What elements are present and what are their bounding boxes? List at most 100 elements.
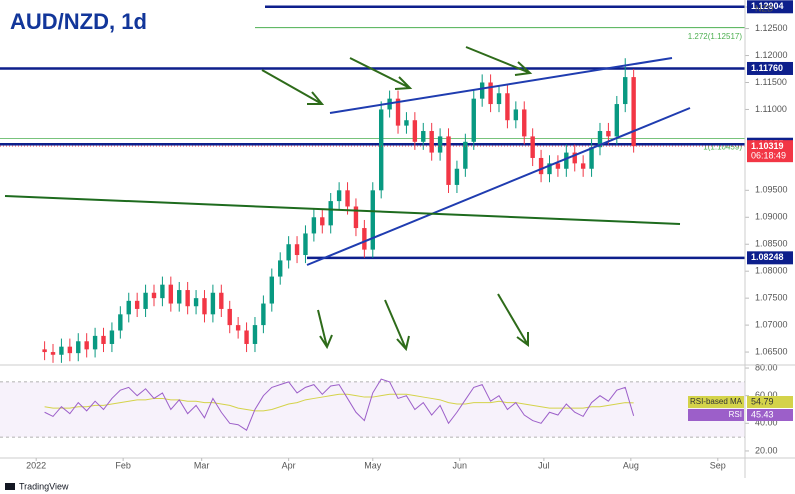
candle-body (151, 292, 157, 299)
candle-body (421, 131, 426, 142)
x-tick-label: Feb (115, 460, 131, 470)
x-tick-label: Sep (710, 460, 726, 470)
level-box (747, 61, 793, 75)
candle-body (92, 335, 98, 350)
candle-body (219, 292, 224, 309)
x-tick-label: 2022 (26, 460, 46, 470)
candle-body (320, 217, 325, 226)
y-tick-label: 1.12000 (755, 50, 788, 60)
candle-body (345, 190, 350, 207)
candle-body (522, 109, 527, 137)
candle-body (471, 98, 476, 142)
y-tick-label: 1.11000 (755, 104, 787, 114)
candle-body (109, 330, 115, 344)
value-box (747, 396, 793, 408)
x-tick-label: Apr (282, 460, 296, 470)
candle-body (631, 77, 636, 147)
candle-body (572, 152, 577, 164)
last-price-label: 1.10319 (751, 141, 784, 151)
arrow (349, 57, 413, 90)
fib-label: 1(1.10459) (703, 143, 742, 152)
y-tick-label: 1.07000 (755, 319, 788, 329)
candle-body (252, 325, 258, 344)
x-tick-label: Jun (452, 460, 467, 470)
chart-title: AUD/NZD, 1d (10, 9, 147, 34)
price-pane: 1.06500 1.07000 1.07500 1.08000 1.08500 1.090… (0, 0, 793, 363)
legend-name: RSI (729, 410, 742, 419)
candle-body (235, 325, 241, 331)
candle-body (126, 300, 131, 315)
candle-body (294, 244, 300, 256)
logo: TradingView (5, 481, 69, 491)
candle-body (76, 341, 81, 354)
logo-mark (5, 483, 15, 490)
candle-body (623, 77, 628, 105)
candle-body (101, 335, 106, 344)
legend-box (688, 409, 744, 421)
level-label: 1.08248 (751, 252, 784, 262)
candle-body (505, 93, 510, 121)
candle-body (488, 82, 493, 105)
trend-lines (306, 57, 691, 266)
candle-body (50, 352, 56, 355)
countdown: 06:18:49 (751, 151, 786, 161)
candle-body (118, 314, 123, 331)
candle-body (463, 141, 468, 169)
value-label: 45.43 (751, 409, 774, 419)
candle-body (597, 131, 603, 148)
candle-body (429, 131, 434, 153)
level-label: 1.12904 (751, 1, 784, 11)
candle-body (437, 136, 443, 153)
candle-body (278, 260, 283, 277)
candle-body (395, 98, 401, 126)
y-tick-label: 1.11500 (755, 77, 787, 87)
candle-body (328, 201, 333, 226)
support-line (4, 195, 681, 225)
y-tick-label: 1.09500 (755, 185, 788, 195)
value-box (747, 409, 793, 421)
candle-body (378, 109, 384, 191)
y-tick-label: 1.12500 (755, 23, 788, 33)
candle-body (227, 308, 232, 326)
x-tick-label: Mar (194, 460, 210, 470)
candle-body (42, 349, 47, 353)
arrow (465, 46, 533, 76)
arrow (261, 69, 325, 105)
candle-body (370, 190, 375, 250)
rsi-tick-label: 80.00 (755, 362, 778, 372)
rsi-tick-label: 40.00 (755, 418, 778, 428)
legend-name: RSI-based MA (690, 397, 743, 406)
candle-body (160, 284, 165, 299)
rsi-line (44, 378, 635, 431)
candle-body (564, 152, 569, 169)
rsi-band (0, 381, 745, 438)
candle-body (67, 346, 73, 354)
y-tick-label: 1.08000 (755, 266, 788, 276)
candle-body (530, 136, 535, 158)
candle-body (614, 104, 620, 137)
arrows (261, 46, 533, 352)
candle-body (513, 109, 519, 121)
candle-body (84, 341, 89, 350)
y-tick-label: 1.07500 (755, 293, 788, 303)
candle-body (143, 292, 148, 309)
legend-box (688, 396, 744, 408)
candle-body (303, 233, 308, 256)
candle-body (547, 163, 552, 175)
candle-body (311, 217, 317, 234)
candle-body (286, 244, 291, 261)
rsi-tick-label: 20.00 (755, 445, 778, 455)
candle-body (244, 330, 249, 344)
y-tick-label: 1.09000 (755, 212, 788, 222)
channel-bottom (306, 107, 691, 266)
title-bg (4, 6, 174, 38)
candle-body (177, 290, 182, 304)
candle-body (606, 131, 611, 137)
last-price-box (747, 140, 793, 163)
candle-body (261, 303, 266, 326)
candle-body (496, 93, 502, 105)
candle-body (202, 298, 207, 315)
candle-body (362, 228, 367, 250)
branding: TradingView (19, 481, 69, 491)
